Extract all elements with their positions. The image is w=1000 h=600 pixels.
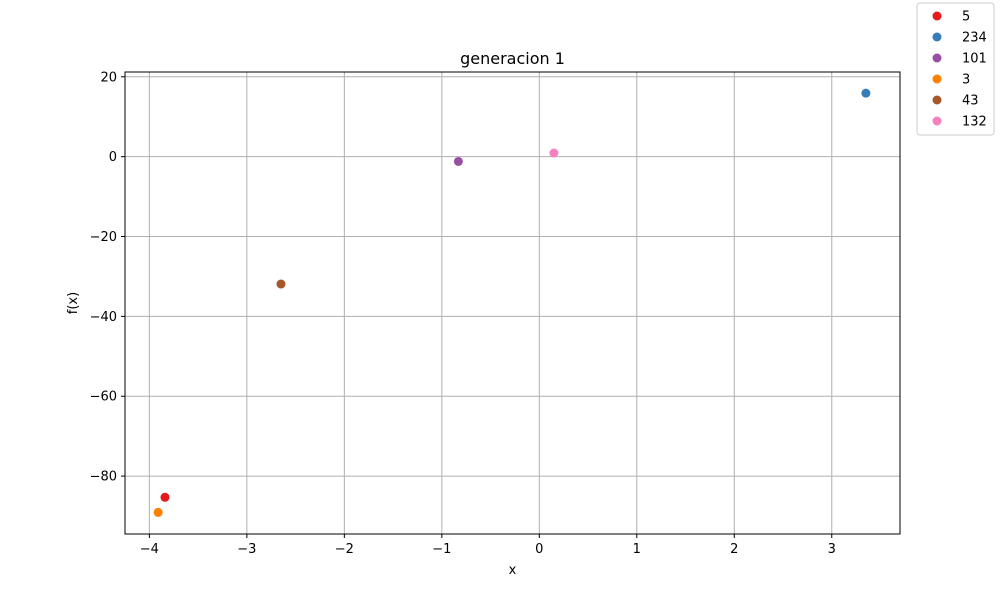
legend-marker (932, 11, 942, 21)
y-axis: 20 0 −20 −40 −60 −80 (90, 70, 125, 485)
legend-label: 3 (962, 73, 970, 88)
x-tick-label: −4 (140, 542, 159, 557)
x-tick-label: 0 (535, 542, 543, 557)
data-points (153, 88, 871, 517)
legend-marker (932, 74, 942, 84)
x-tick-label: 2 (730, 542, 738, 557)
y-tick-label: −40 (90, 310, 117, 325)
x-tick-label: 1 (633, 542, 641, 557)
y-tick-label: 0 (109, 150, 117, 165)
y-tick-label: −20 (90, 230, 117, 245)
y-tick-label: −80 (90, 470, 117, 485)
x-tick-label: −2 (335, 542, 354, 557)
x-axis: −4 −3 −2 −1 0 1 2 3 (140, 534, 836, 557)
point-132 (549, 148, 559, 158)
point-43 (276, 279, 286, 289)
point-5 (160, 492, 170, 502)
legend-marker (932, 32, 942, 42)
point-101 (453, 156, 463, 166)
y-tick-label: −60 (90, 390, 117, 405)
legend-marker (932, 116, 942, 126)
legend-marker (932, 53, 942, 63)
chart-title: generacion 1 (460, 49, 565, 68)
legend-label: 234 (962, 31, 987, 46)
legend-label: 5 (962, 10, 970, 25)
grid (125, 72, 900, 534)
y-axis-label: f(x) (66, 292, 81, 314)
x-axis-label: x (509, 563, 517, 578)
y-tick-label: 20 (100, 70, 117, 85)
legend-label: 132 (962, 115, 987, 130)
x-tick-label: −1 (432, 542, 451, 557)
plot-frame (124, 71, 901, 535)
x-tick-label: −3 (237, 542, 256, 557)
x-tick-label: 3 (828, 542, 836, 557)
legend: 5 234 101 3 43 132 (916, 2, 995, 136)
legend-label: 101 (962, 52, 987, 67)
point-3 (153, 507, 163, 517)
legend-label: 43 (962, 94, 979, 109)
legend-marker (932, 95, 942, 105)
point-234 (861, 88, 871, 98)
